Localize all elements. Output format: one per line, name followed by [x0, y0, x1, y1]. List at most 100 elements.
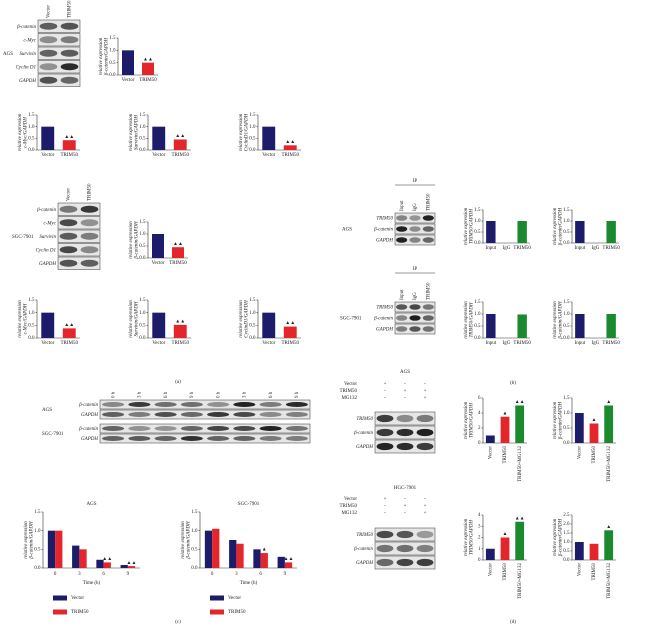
bar [575, 314, 585, 338]
panel-label: (d) [510, 620, 516, 625]
blot-strip [394, 212, 436, 224]
blot-band [180, 411, 203, 418]
y-tick-label: 1.0 [563, 411, 570, 416]
y-tick-label: 0.0 [563, 558, 570, 563]
significance: ▲▲ [102, 557, 112, 562]
y-tick-label: 1.0 [249, 311, 256, 316]
blot-band [416, 558, 434, 567]
y-tick-label: 1.0 [249, 125, 256, 130]
blot-band [409, 237, 421, 243]
blot-band [396, 414, 414, 423]
blot-strip [394, 223, 436, 235]
y-tick-label: 1.0 [28, 311, 35, 316]
row-label: Survivin [19, 52, 36, 57]
y-tick-label: 1.0 [474, 312, 481, 317]
significance: ▲ [592, 418, 597, 423]
y-axis-label: CyclinD1/GAPDH [245, 113, 250, 151]
significance: ▲▲ [285, 140, 295, 145]
condition-mark: + [404, 504, 407, 509]
blot-band [180, 435, 203, 442]
cell-line: AGS [42, 408, 52, 413]
y-axis-label: relative expression [553, 301, 558, 339]
row-label: GAPDH [376, 328, 393, 333]
bar [127, 566, 136, 568]
blot-band [396, 530, 414, 539]
y-axis-label: TRIM50/GAPDH [470, 520, 475, 555]
bar [260, 553, 268, 568]
blot-band [60, 22, 79, 30]
y-tick-label: 0.5 [563, 426, 570, 431]
y-axis-label: β-catenin/GAPDH [559, 301, 564, 340]
lane-label: 3 h [243, 391, 248, 398]
y-tick-label: 0.0 [249, 148, 256, 153]
y-axis-label: Survivin/GAPDH [135, 115, 140, 150]
bar [575, 221, 585, 243]
blot-band [416, 442, 434, 451]
y-tick-label: 0.5 [139, 244, 146, 249]
y-tick-label: 0 [478, 441, 481, 446]
y-tick-label: 0.0 [563, 336, 570, 341]
condition-label: TRIM50 [340, 389, 358, 394]
row-label: GAPDH [81, 437, 98, 442]
blot-band [422, 304, 434, 310]
blot-strip [374, 411, 436, 426]
cell-line: SGC-7901 [42, 432, 64, 437]
significance: ▲▲ [284, 557, 294, 562]
bar [253, 549, 261, 568]
blot-band [80, 205, 99, 213]
bar [604, 405, 614, 443]
lane-label: TRIM50 [68, 0, 73, 18]
bar [515, 405, 525, 443]
panel-label: (a) [175, 380, 181, 385]
y-tick-label: 0.0 [474, 241, 481, 246]
bar [236, 543, 244, 568]
significance: ▲▲ [143, 57, 153, 62]
y-axis-label: relative expression [464, 401, 469, 439]
cell-line: AGS [342, 228, 352, 233]
condition-mark: - [384, 504, 386, 509]
legend-label: TRIM50 [71, 610, 89, 615]
legend-swatch [210, 595, 224, 601]
y-tick-label: 0.0 [563, 441, 570, 446]
cell-line: SGC-7901 [340, 317, 362, 322]
legend-swatch [53, 595, 67, 601]
lane-label: TRIM50 [426, 193, 431, 211]
x-tick-label: TRIM50 [503, 446, 508, 464]
condition-label: MG132 [341, 396, 357, 401]
blot-strip [394, 234, 436, 246]
x-tick-label: TRIM50 [602, 341, 620, 346]
x-tick-label: Vector [488, 446, 493, 459]
blot-band [396, 558, 414, 567]
lane-label: Input [400, 200, 405, 211]
bar [212, 528, 220, 568]
bar [103, 562, 111, 568]
blot-band [376, 544, 394, 553]
condition-mark: - [384, 396, 386, 401]
bar [204, 530, 213, 568]
blot-band [80, 246, 99, 254]
x-tick-label: TRIM50 [503, 563, 508, 581]
row-label: Survivin [39, 235, 56, 240]
bar [262, 312, 276, 338]
blot-band [39, 76, 58, 84]
x-tick-label: Input [486, 246, 497, 251]
y-tick-label: 1.0 [34, 529, 41, 534]
y-axis-label: relative expression [553, 518, 558, 556]
y-tick-label: 1.5 [28, 113, 35, 118]
blot-band [154, 425, 177, 432]
blot-header: HGC-7901 [394, 486, 417, 491]
y-tick-label: 1.5 [139, 220, 146, 225]
legend-label: Vector [71, 596, 84, 601]
row-label: TRIM50 [356, 417, 373, 422]
y-tick-label: 0.0 [191, 566, 198, 571]
bar [604, 530, 614, 560]
y-axis-label: relative expression [18, 300, 23, 338]
y-tick-label: 1.5 [139, 298, 146, 303]
y-axis-label: TRIM50/GAPDH [470, 403, 475, 438]
row-label: β-catenin [373, 317, 393, 322]
y-tick-label: 0.0 [28, 336, 35, 341]
row-label: β-catenin [36, 208, 56, 213]
bar [173, 324, 187, 338]
y-axis-label: β-catenin/GAPDH [105, 38, 110, 77]
